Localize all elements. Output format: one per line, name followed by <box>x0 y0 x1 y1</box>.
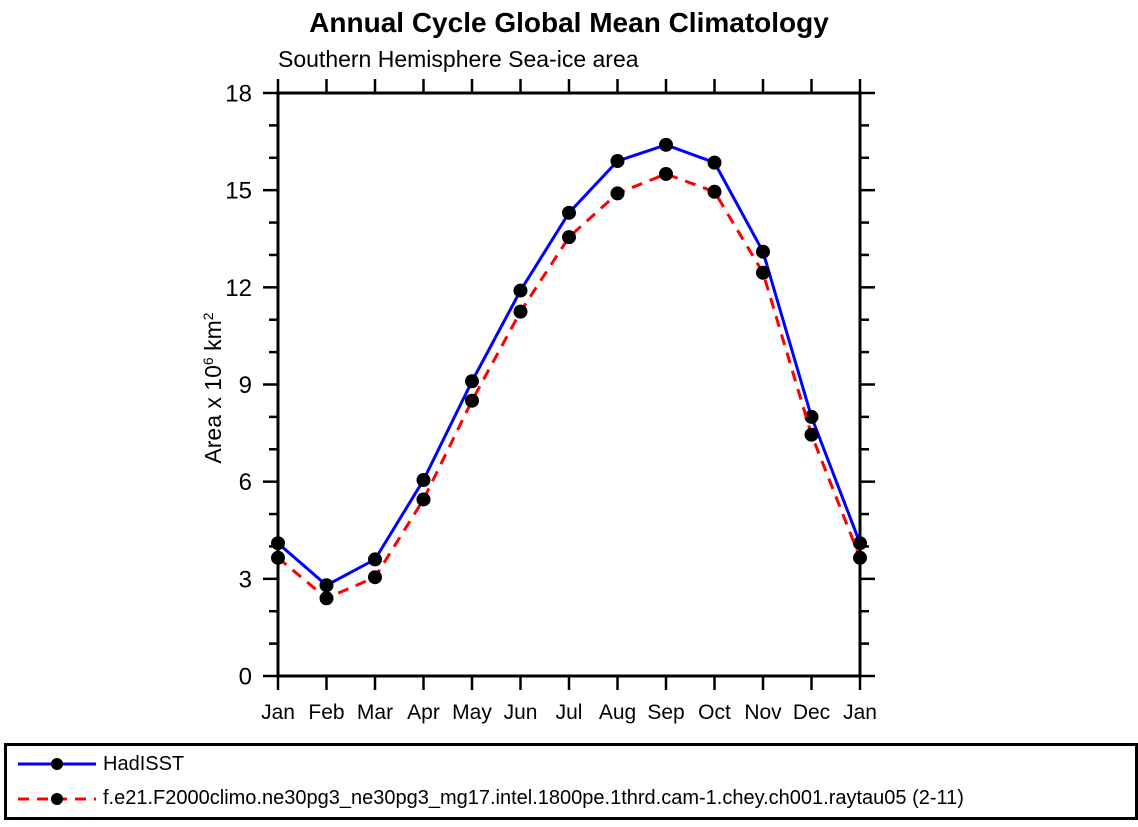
data-point-marker <box>610 186 625 201</box>
data-point-marker <box>562 205 576 220</box>
y-axis-label-superscript: 6 <box>200 357 216 366</box>
x-tick-label: Jul <box>556 701 583 724</box>
plot-frame <box>276 91 862 678</box>
data-point-marker <box>319 591 334 606</box>
x-tick-label: Apr <box>407 701 440 724</box>
legend-item-hadisst: HadISST <box>13 748 1135 780</box>
data-point-marker <box>465 374 479 389</box>
data-point-marker <box>271 550 285 565</box>
legend-line-sample-model <box>18 792 96 805</box>
data-point-marker <box>465 393 479 408</box>
data-point-marker <box>659 166 673 181</box>
y-tick-label: 0 <box>239 664 252 691</box>
x-tick-label: Jan <box>843 701 877 724</box>
x-tick-label: Dec <box>793 701 830 724</box>
plot-area: Jan Feb Mar Apr May Jun Jul Aug Sep Oct Nov Dec Jan 0… <box>225 79 877 724</box>
x-tick-label: Nov <box>744 701 782 724</box>
data-point-marker <box>513 304 528 319</box>
x-tick-label: May <box>452 701 492 724</box>
legend-line-sample-hadisst <box>18 758 96 771</box>
data-point-marker <box>416 492 431 507</box>
data-point-marker <box>416 473 431 488</box>
y-tick-label: 15 <box>225 178 252 205</box>
legend-label-hadisst: HadISST <box>103 752 185 775</box>
data-point-marker <box>271 536 285 551</box>
y-tick-label: 12 <box>225 275 252 302</box>
data-point-marker <box>707 184 722 199</box>
y-axis-label-text: km <box>200 320 226 358</box>
data-point-marker <box>853 550 867 565</box>
y-axis-label-text: Area x 10 <box>200 365 226 464</box>
y-tick-label: 3 <box>239 566 252 593</box>
series-markers-hadisst <box>271 137 867 593</box>
series-markers-model <box>271 166 867 606</box>
data-point-marker <box>610 154 625 169</box>
data-point-marker <box>368 552 382 567</box>
x-tick-label: Sep <box>647 701 684 724</box>
x-tick-label: Oct <box>698 701 731 724</box>
chart-title: Annual Cycle Global Mean Climatology <box>309 7 829 38</box>
legend: HadISST f.e21.F2000climo.ne30pg3_ne30pg3… <box>4 743 1138 820</box>
x-tick-label: Mar <box>357 701 393 724</box>
legend-item-model: f.e21.F2000climo.ne30pg3_ne30pg3_mg17.in… <box>13 783 1135 815</box>
y-tick-label: 18 <box>225 81 252 108</box>
data-point-marker <box>562 230 576 245</box>
x-axis-ticks: Jan Feb Mar Apr May Jun Jul Aug Sep Oct Nov Dec Jan <box>261 79 877 724</box>
data-point-marker <box>804 427 819 442</box>
chart-subtitle: Southern Hemisphere Sea-ice area <box>278 46 639 72</box>
data-point-marker <box>319 578 334 593</box>
x-tick-label: Feb <box>308 701 344 724</box>
data-point-marker <box>756 265 770 280</box>
data-point-marker <box>804 409 819 424</box>
y-axis-label: Area x 106 km2 <box>200 288 230 488</box>
x-tick-label: Aug <box>599 701 636 724</box>
y-tick-label: 6 <box>239 469 252 496</box>
y-tick-label: 9 <box>239 372 252 399</box>
data-point-marker <box>756 244 770 259</box>
x-tick-label: Jan <box>261 701 295 724</box>
x-tick-label: Jun <box>504 701 538 724</box>
data-point-marker <box>707 155 722 170</box>
legend-label-model: f.e21.F2000climo.ne30pg3_ne30pg3_mg17.in… <box>103 787 964 810</box>
data-point-marker <box>853 536 867 551</box>
data-point-marker <box>659 137 673 152</box>
data-point-marker <box>368 570 382 585</box>
data-point-marker <box>513 283 528 298</box>
y-axis-label-superscript: 2 <box>200 312 216 321</box>
